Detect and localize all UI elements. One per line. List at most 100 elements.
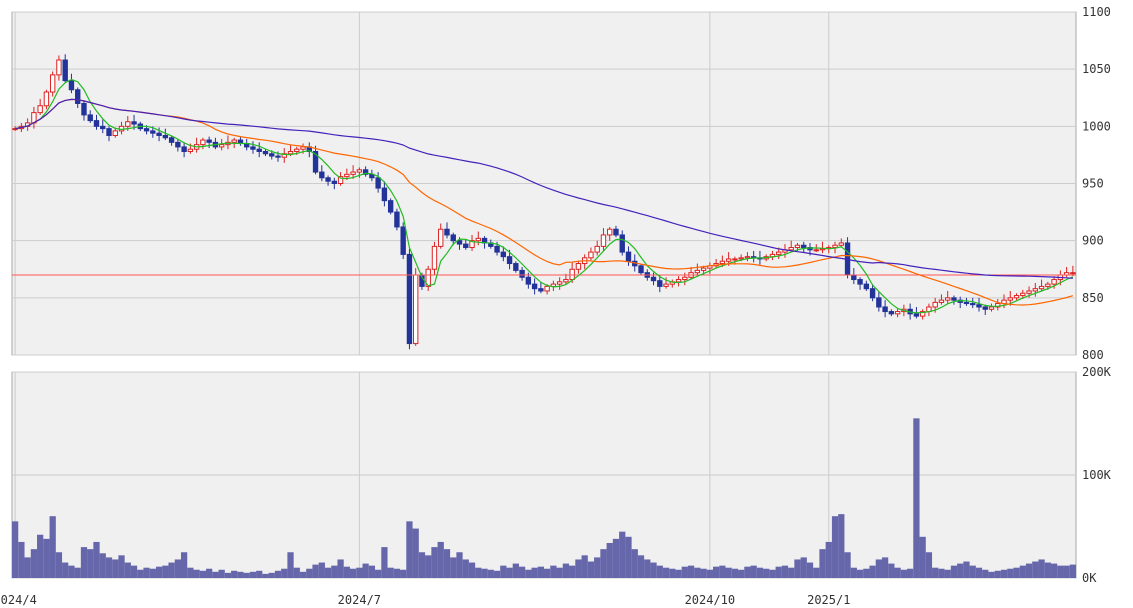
candle-body: [594, 245, 600, 253]
candle-body: [556, 281, 563, 285]
volume-bar: [625, 536, 632, 578]
candle-body: [431, 245, 438, 270]
x-tick-label: 2024/7: [338, 593, 381, 607]
candle-body: [951, 297, 957, 301]
volume-bar: [12, 521, 19, 578]
volume-bar: [62, 562, 69, 578]
candle-body: [563, 279, 569, 283]
volume-bar: [988, 571, 995, 578]
volume-bar: [650, 562, 657, 578]
candle-body: [93, 120, 100, 127]
volume-bar: [844, 552, 851, 578]
volume-bar: [838, 514, 845, 578]
candle-body: [356, 169, 363, 173]
candle-body: [1013, 295, 1020, 299]
volume-bar: [231, 570, 238, 578]
volume-bar: [994, 570, 1001, 578]
candle-body: [250, 146, 256, 150]
volume-bar: [856, 569, 864, 578]
candle-body: [463, 243, 469, 249]
volume-bar: [725, 567, 732, 578]
volume-bar: [287, 552, 294, 578]
candle-body: [700, 267, 707, 271]
volume-bar: [594, 557, 601, 578]
volume-bar: [681, 566, 688, 578]
candle-body: [275, 155, 281, 158]
volume-bar: [237, 571, 244, 578]
candle-body: [876, 297, 882, 308]
volume-bar: [337, 559, 344, 578]
candle-body: [663, 283, 669, 287]
volume-bar: [1063, 565, 1070, 578]
volume-bar: [299, 571, 307, 578]
volume-bar: [362, 563, 369, 578]
volume-bar: [393, 568, 401, 578]
candle-body: [538, 288, 544, 292]
volume-bar: [781, 565, 789, 578]
volume-bar: [224, 572, 232, 578]
volume-bar: [381, 547, 388, 578]
candle-body: [519, 269, 525, 278]
candles: [12, 54, 1076, 350]
volume-bar: [600, 549, 607, 578]
volume-bar: [913, 418, 920, 578]
volume-bar: [581, 555, 588, 578]
candle-body: [62, 59, 68, 82]
candle-body: [650, 276, 657, 282]
volume-bar: [318, 562, 325, 578]
candle-body: [1026, 290, 1032, 294]
candle-body: [976, 304, 982, 308]
volume-bar: [763, 568, 770, 578]
volume-bar: [819, 549, 826, 578]
volume-bar: [788, 567, 795, 578]
candle-body: [857, 279, 863, 285]
volume-bar: [249, 571, 257, 578]
candle-body: [344, 173, 350, 178]
volume-bar: [256, 570, 263, 578]
volume-bar: [268, 572, 275, 578]
volume-bar: [669, 568, 676, 578]
candle-body: [1032, 288, 1039, 292]
candle-body: [506, 256, 513, 265]
candle-body: [218, 144, 225, 148]
price-tick-label: 1050: [1082, 62, 1111, 76]
candle-body: [325, 177, 331, 182]
candle-body: [106, 128, 112, 136]
volume-bar: [712, 566, 720, 578]
volume-tick-label: 100K: [1082, 468, 1112, 482]
candle-body: [719, 260, 726, 265]
volume-bar: [969, 565, 976, 578]
candle-body: [381, 187, 388, 202]
price-tick-label: 950: [1082, 177, 1104, 191]
volume-bar: [587, 561, 595, 578]
volume-bar: [456, 552, 463, 578]
x-tick-label: 2024/4: [0, 593, 37, 607]
candle-body: [118, 125, 125, 132]
price-tick-label: 1100: [1082, 5, 1111, 19]
volume-bar: [806, 562, 814, 578]
volume-bar: [706, 569, 713, 578]
candle-body: [657, 280, 663, 287]
candle-body: [450, 234, 456, 242]
volume-bar: [875, 559, 882, 578]
candle-body: [738, 257, 744, 260]
volume-bar: [1050, 563, 1058, 578]
candle-body: [1020, 292, 1026, 297]
candle-body: [513, 263, 519, 271]
candle-body: [43, 91, 50, 107]
volume-bar: [731, 568, 739, 578]
candle-body: [168, 137, 175, 143]
volume-bar: [493, 570, 501, 578]
candle-body: [175, 141, 181, 148]
candle-body: [206, 139, 212, 143]
volume-bar: [74, 567, 81, 578]
candle-body: [1051, 279, 1057, 285]
volume-bar: [606, 542, 613, 578]
price-tick-label: 850: [1082, 291, 1104, 305]
volume-bar: [531, 567, 538, 578]
volume-bar: [932, 567, 939, 578]
candle-body: [619, 234, 625, 253]
candle-body: [945, 297, 951, 301]
volume-bar: [644, 559, 651, 578]
volume-bar: [982, 569, 989, 578]
